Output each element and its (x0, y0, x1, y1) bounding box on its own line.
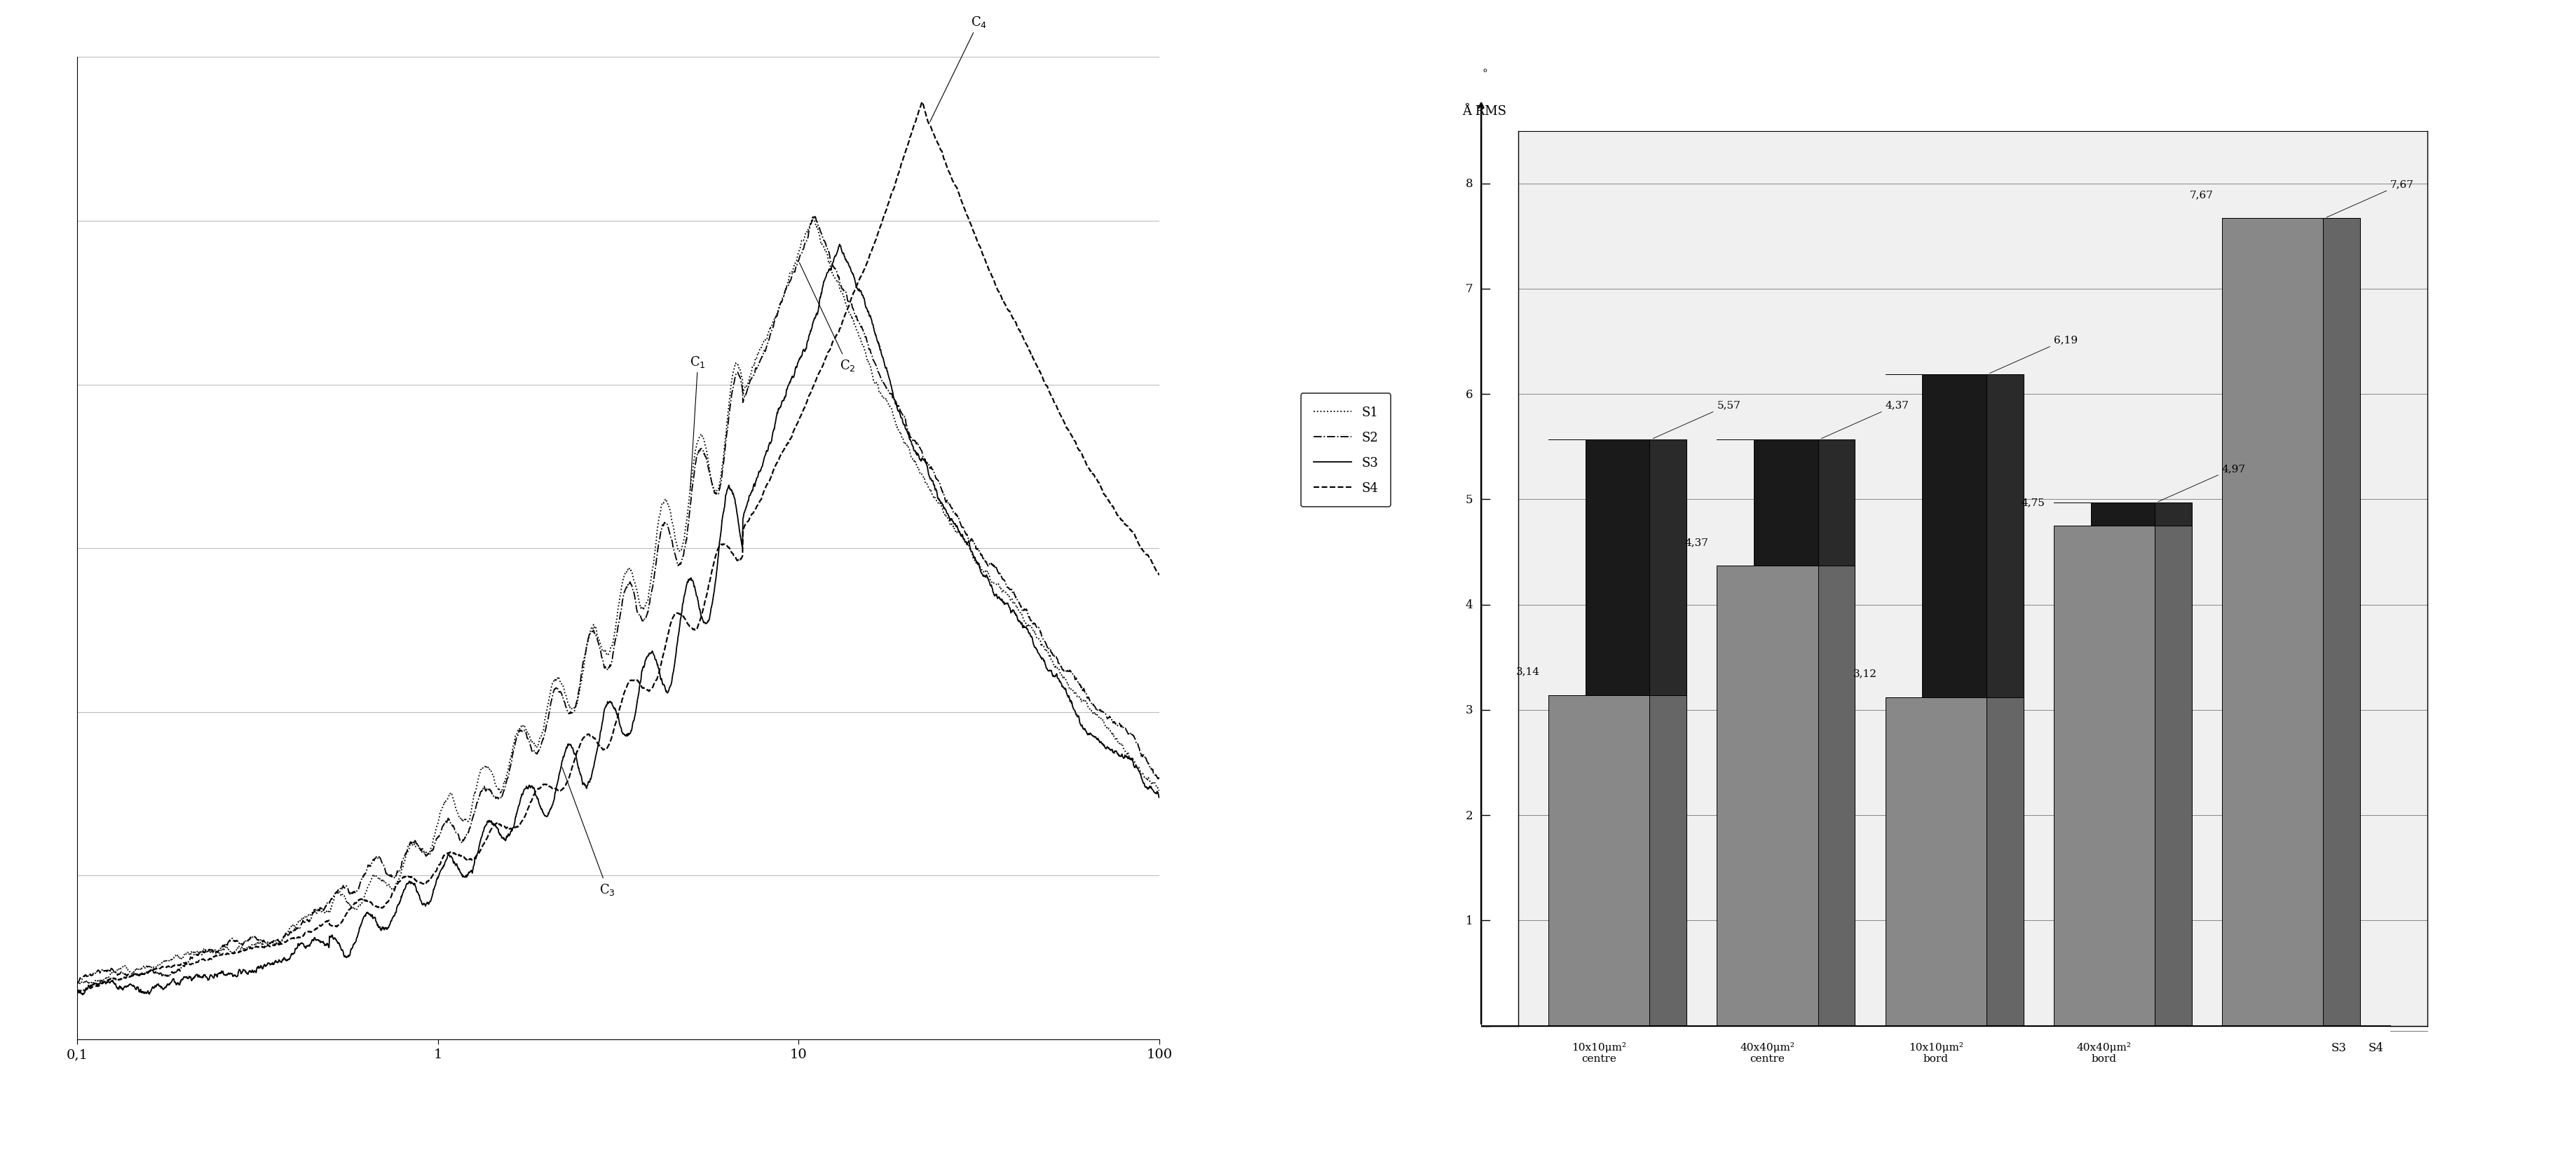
Polygon shape (1649, 440, 1687, 1026)
Text: S3: S3 (2331, 1042, 2347, 1053)
Legend: S1, S2, S3, S4: S1, S2, S3, S4 (1301, 394, 1391, 507)
Line: S2: S2 (77, 216, 1159, 984)
S4 (1123, 537, 1154, 551)
S1 (1007, 609, 1038, 623)
Bar (1754, 440, 1855, 1026)
Text: 4,37: 4,37 (1685, 537, 1708, 547)
Bar (2223, 218, 2324, 1026)
S1 (75, 978, 106, 992)
Text: 40x40μm²
bord: 40x40μm² bord (2076, 1042, 2130, 1064)
Bar (2092, 502, 2192, 1026)
S2 (1123, 739, 1154, 753)
S3 (824, 238, 855, 252)
Text: 7: 7 (1466, 283, 1473, 296)
S3 (1007, 618, 1038, 632)
S1 (1123, 761, 1154, 775)
Text: C$_2$: C$_2$ (799, 263, 855, 373)
Text: 3: 3 (1466, 705, 1473, 716)
Text: 10x10μm²
bord: 10x10μm² bord (1909, 1042, 1963, 1064)
Line: S1: S1 (77, 217, 1159, 985)
S1 (62, 976, 93, 990)
S2 (477, 788, 507, 802)
Text: 2: 2 (1466, 810, 1473, 821)
Text: 4,97: 4,97 (2159, 463, 2246, 502)
S4 (907, 96, 938, 110)
S3 (523, 798, 554, 812)
S2 (1007, 602, 1038, 616)
Text: 40x40μm²
centre: 40x40μm² centre (1739, 1042, 1795, 1064)
S3 (250, 960, 281, 974)
Bar (1886, 698, 1986, 1026)
S4 (64, 984, 95, 998)
S3 (62, 984, 93, 998)
Bar (1922, 374, 2022, 1026)
Bar (1718, 566, 1819, 1026)
S3 (1144, 791, 1175, 805)
Polygon shape (1649, 695, 1687, 1026)
Text: Å RMS: Å RMS (1463, 105, 1507, 118)
Text: 4,37: 4,37 (1821, 401, 1909, 439)
S4 (185, 954, 216, 968)
S1 (523, 733, 554, 747)
Text: 6,19: 6,19 (1989, 335, 2079, 374)
Text: 7,67: 7,67 (2190, 189, 2213, 200)
Text: C$_3$: C$_3$ (562, 767, 616, 896)
S3 (185, 970, 216, 984)
S1 (477, 768, 507, 782)
Text: 5,57: 5,57 (1654, 401, 1741, 439)
Text: 10x10μm²
centre: 10x10μm² centre (1571, 1042, 1625, 1064)
Text: 3,14: 3,14 (1517, 666, 1540, 677)
Text: 6: 6 (1466, 388, 1473, 401)
Polygon shape (1986, 698, 2022, 1026)
S3 (1123, 765, 1154, 778)
Bar (2053, 526, 2154, 1026)
S2 (799, 209, 829, 223)
Polygon shape (2154, 502, 2192, 1026)
S1 (250, 939, 281, 953)
S3 (477, 817, 507, 830)
Text: 4: 4 (1466, 599, 1473, 611)
Text: S4: S4 (2367, 1042, 2383, 1053)
Polygon shape (1819, 440, 1855, 1026)
Polygon shape (1986, 374, 2022, 1026)
Bar (1587, 440, 1687, 1026)
Polygon shape (1517, 132, 2427, 1026)
Text: °: ° (1481, 69, 1486, 79)
Text: 5: 5 (1466, 493, 1473, 506)
Text: 8: 8 (1466, 178, 1473, 189)
S4 (477, 820, 507, 834)
S2 (185, 945, 216, 959)
S1 (1144, 784, 1175, 798)
Text: 7,67: 7,67 (2326, 179, 2414, 218)
S4 (1007, 329, 1038, 343)
S2 (250, 936, 281, 949)
Text: C$_4$: C$_4$ (930, 15, 987, 122)
Text: 4,75: 4,75 (2022, 498, 2045, 507)
Text: 3,12: 3,12 (1852, 669, 1878, 678)
S3 (67, 988, 98, 1001)
Polygon shape (2324, 218, 2360, 1026)
S2 (62, 977, 93, 991)
S4 (1144, 568, 1175, 582)
S2 (523, 744, 554, 758)
S1 (185, 947, 216, 961)
Polygon shape (2324, 218, 2360, 1026)
Polygon shape (1819, 566, 1855, 1026)
Line: S4: S4 (77, 103, 1159, 991)
S4 (250, 939, 281, 953)
S2 (1144, 773, 1175, 787)
S4 (523, 782, 554, 796)
S4 (62, 984, 93, 998)
S1 (799, 210, 829, 224)
Text: C$_1$: C$_1$ (690, 355, 706, 491)
Bar (1548, 695, 1649, 1026)
Text: 1: 1 (1466, 915, 1473, 926)
Bar (2259, 218, 2360, 1026)
Line: S3: S3 (77, 245, 1159, 994)
Polygon shape (2154, 526, 2192, 1026)
